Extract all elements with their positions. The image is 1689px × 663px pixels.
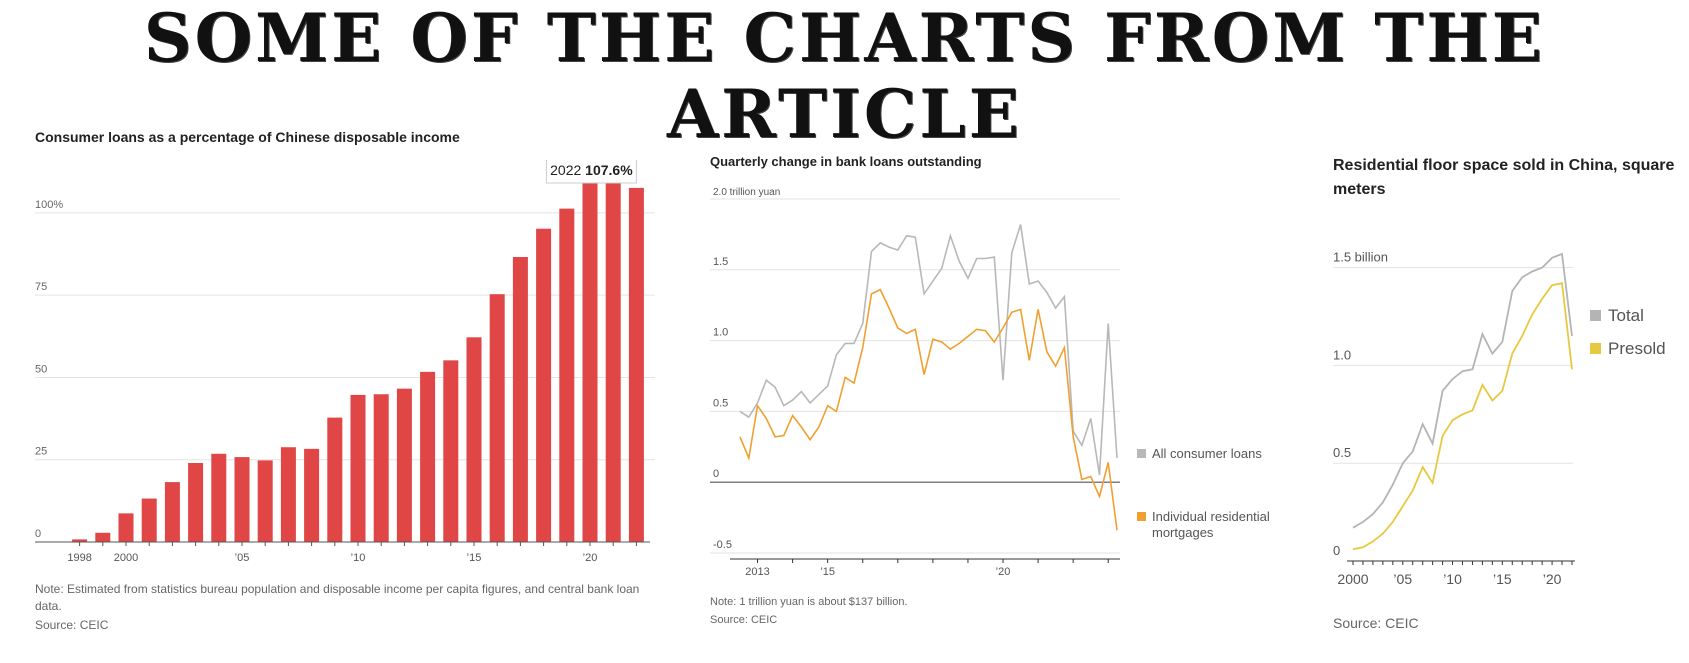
- bar-2013: [420, 371, 436, 542]
- x-tick-label: ’05: [235, 552, 250, 564]
- y-unit-label: 1.5 billion: [1333, 250, 1388, 265]
- bar-2003: [188, 463, 204, 542]
- bar-2006: [257, 460, 273, 542]
- x-tick-label: ’20: [583, 552, 598, 564]
- chart1-title: Consumer loans as a percentage of Chines…: [35, 129, 460, 145]
- series-line-consumer-loans: [739, 224, 1118, 476]
- y-tick-label: 0: [35, 528, 41, 540]
- bar-2007: [280, 447, 296, 542]
- y-tick-label: 50: [35, 363, 47, 375]
- x-tick-label: ’10: [1443, 571, 1462, 587]
- x-tick-label: 1998: [67, 552, 91, 564]
- y-tick-label: 0: [1333, 543, 1340, 558]
- chart2-note: Note: 1 trillion yuan is about $137 bill…: [710, 596, 908, 608]
- legend-swatch: [1137, 512, 1146, 521]
- annotation-value: 107.6%: [585, 162, 633, 178]
- annotation-year: 2022: [550, 162, 585, 178]
- y-tick-label: 0: [713, 468, 719, 480]
- x-tick-label: ’15: [820, 566, 835, 578]
- y-tick-label: 0.5: [1333, 445, 1351, 460]
- banner: SOME OF THE CHARTS FROM THE ARTICLE: [0, 0, 1689, 152]
- series-line-total: [1352, 252, 1573, 529]
- y-tick-label: 1.0: [713, 327, 728, 339]
- bar-2014: [443, 360, 459, 542]
- y-tick-label: -0.5: [713, 539, 732, 551]
- legend-label: Presold: [1608, 339, 1666, 358]
- bar-2004: [211, 453, 227, 542]
- legend-label: Total: [1608, 306, 1644, 325]
- chart2-svg: 1.5 1.0 0.5 0 -0.5 2.0 trillion yuan 2013 ’15 ’2…: [710, 187, 1270, 578]
- x-tick-label: 2000: [1337, 571, 1368, 587]
- bar-2022: [628, 187, 644, 542]
- legend-label-line1: Individual residential: [1152, 509, 1270, 524]
- bar-2002: [164, 482, 180, 542]
- bar-1998: [72, 539, 88, 542]
- chart3-source: Source: CEIC: [1333, 615, 1419, 631]
- bar-1999: [95, 532, 111, 542]
- x-tick-label: ’15: [1493, 571, 1512, 587]
- bar-2015: [466, 337, 482, 542]
- bar-2012: [396, 388, 412, 542]
- bar-2010: [350, 394, 366, 542]
- x-tick-label: 2013: [745, 566, 769, 578]
- legend-swatch: [1590, 310, 1601, 321]
- annotation-box: [545, 160, 637, 184]
- bar-2021: [605, 176, 621, 542]
- y-tick-label: 25: [35, 446, 47, 458]
- y-tick-label: 1.5: [713, 256, 728, 268]
- chart1-source: Source: CEIC: [35, 618, 109, 632]
- x-tick-label: ’20: [1543, 571, 1562, 587]
- bar-2016: [489, 294, 505, 542]
- x-tick-label: ’20: [996, 566, 1011, 578]
- chart2-source: Source: CEIC: [710, 614, 778, 626]
- bar-2009: [327, 417, 343, 542]
- bar-2005: [234, 457, 250, 542]
- bar-2001: [141, 498, 157, 542]
- bar-2011: [373, 394, 389, 542]
- x-tick-label: 2000: [114, 552, 138, 564]
- chart1-note: Note: Estimated from statistics bureau p…: [35, 582, 640, 613]
- chart1-svg: 0 25 50 75 100% 1998 2000 ’05 ’10 ’15 ’20 2022 107.…: [35, 160, 655, 564]
- y-tick-label: 75: [35, 281, 47, 293]
- y-tick-label: 1.0: [1333, 347, 1351, 362]
- bar-2018: [536, 228, 552, 542]
- bar-2020: [582, 183, 598, 543]
- chart3-svg: 1.0 0.5 0 1.5 billion 2000 ’05 ’10 ’15 ’20 Total P…: [1333, 250, 1666, 587]
- y-tick-label: 100%: [35, 199, 63, 211]
- bar-2000: [118, 513, 134, 542]
- legend-label: All consumer loans: [1152, 446, 1262, 461]
- series-line-presold: [1352, 282, 1573, 551]
- x-tick-label: ’05: [1393, 571, 1412, 587]
- banner-title: SOME OF THE CHARTS FROM THE ARTICLE: [143, 0, 1546, 153]
- bar-2008: [304, 448, 320, 542]
- chart2-title: Quarterly change in bank loans outstandi…: [710, 154, 982, 169]
- y-tick-label: 0.5: [713, 397, 728, 409]
- legend-swatch: [1137, 449, 1146, 458]
- annotation-label: 2022 107.6%: [550, 162, 633, 178]
- y-unit-label: 2.0 trillion yuan: [713, 187, 780, 198]
- chart3-title: Residential floor space sold in China, s…: [1333, 157, 1675, 198]
- x-tick-label: ’10: [351, 552, 366, 564]
- legend-label-line2: mortgages: [1152, 525, 1214, 540]
- x-tick-label: ’15: [467, 552, 482, 564]
- series-line-mortgages: [739, 288, 1118, 531]
- legend-swatch: [1590, 343, 1601, 354]
- bar-2019: [559, 208, 575, 542]
- bar-2017: [512, 257, 528, 542]
